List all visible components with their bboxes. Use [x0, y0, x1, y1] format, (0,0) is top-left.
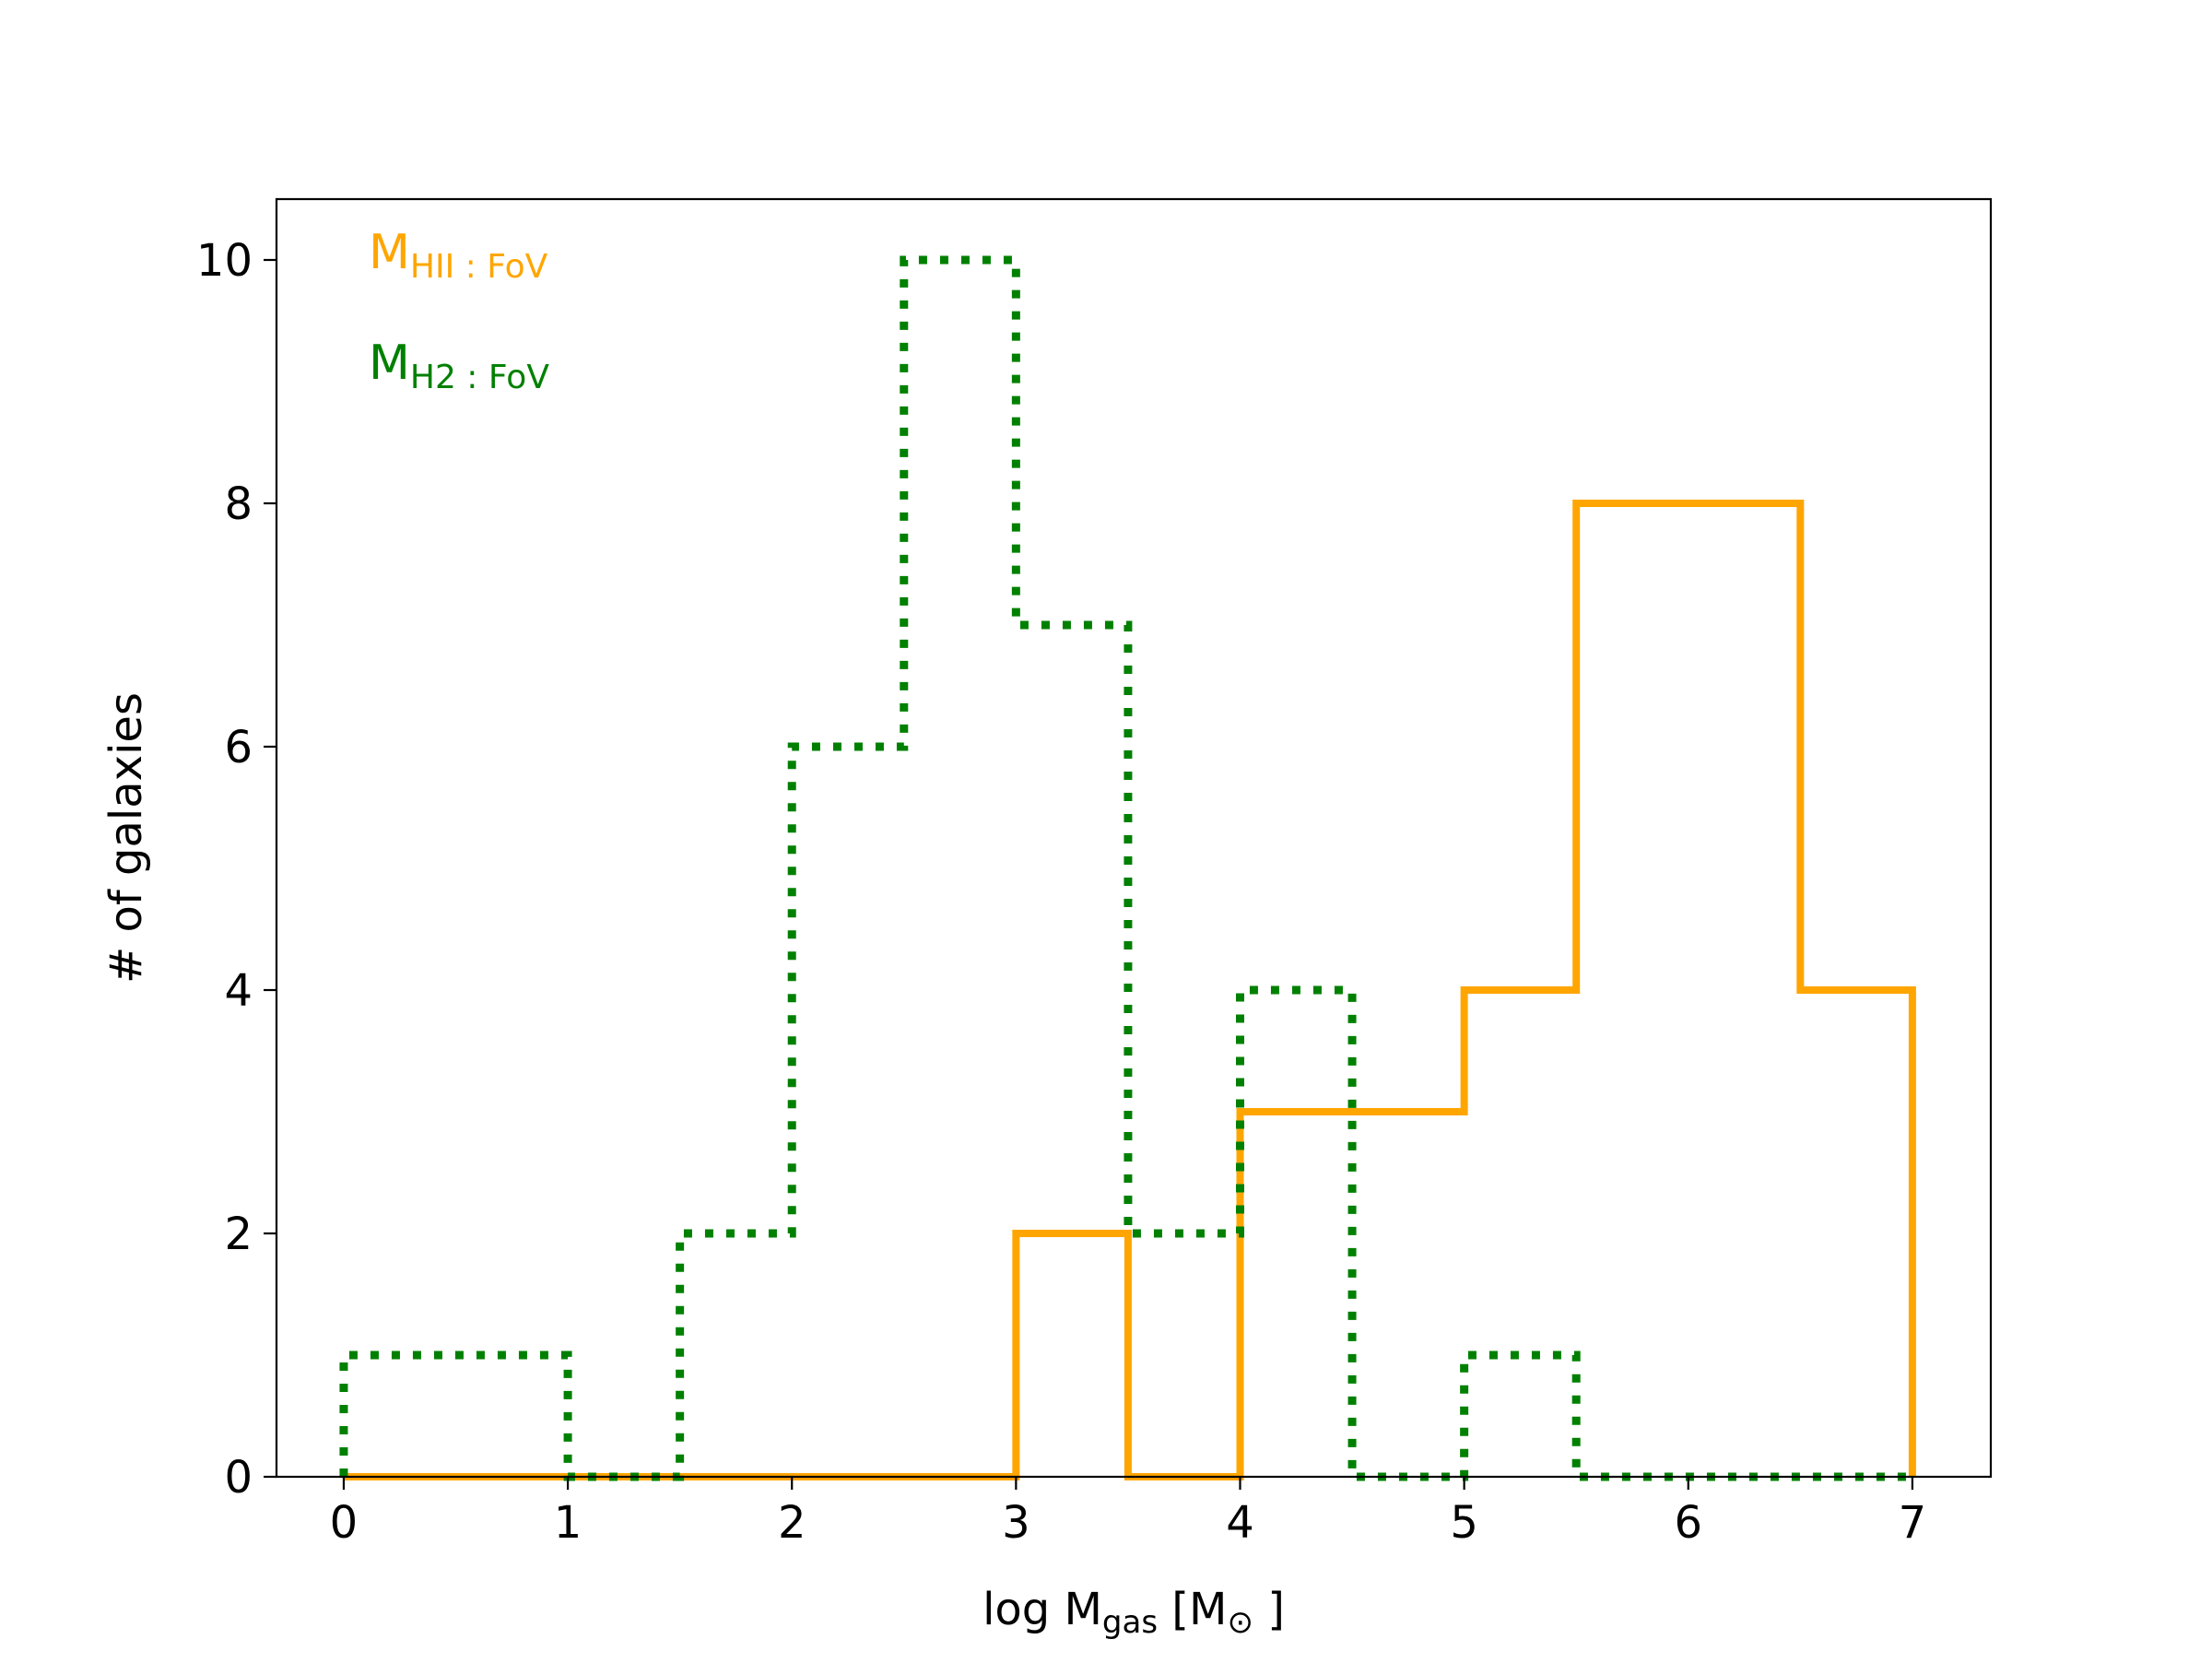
x-tick-label-5: 5	[1450, 1497, 1478, 1549]
x-tick-label-3: 3	[1002, 1497, 1030, 1549]
x-tick-label-7: 7	[1899, 1497, 1927, 1549]
y-tick-label-3: 6	[224, 722, 253, 773]
ticks-layer: 0 1 2 3 4 5 6 7 0 2 4 6 8 10	[196, 235, 1926, 1549]
y-tick-label-5: 10	[196, 235, 253, 287]
x-tick-label-4: 4	[1226, 1497, 1254, 1549]
y-axis-label: # of galaxies	[100, 692, 152, 984]
legend-entry-h2: MH2 : FoV	[369, 336, 549, 396]
x-tick-label-1: 1	[554, 1497, 582, 1549]
legend-entry-hii: MHII : FoV	[369, 225, 548, 286]
x-tick-label-6: 6	[1674, 1497, 1702, 1549]
y-tick-label-4: 8	[224, 478, 253, 530]
y-tick-label-2: 4	[224, 965, 253, 1017]
axes-frame	[275, 197, 1993, 1479]
x-axis-label: log Mgas [M⊙ ]	[982, 1584, 1285, 1641]
y-tick-label-0: 0	[224, 1452, 253, 1504]
x-tick-label-2: 2	[778, 1497, 806, 1549]
y-tick-label-1: 2	[224, 1209, 253, 1260]
series-step-1	[339, 255, 1912, 1481]
x-tick-label-0: 0	[330, 1497, 359, 1549]
